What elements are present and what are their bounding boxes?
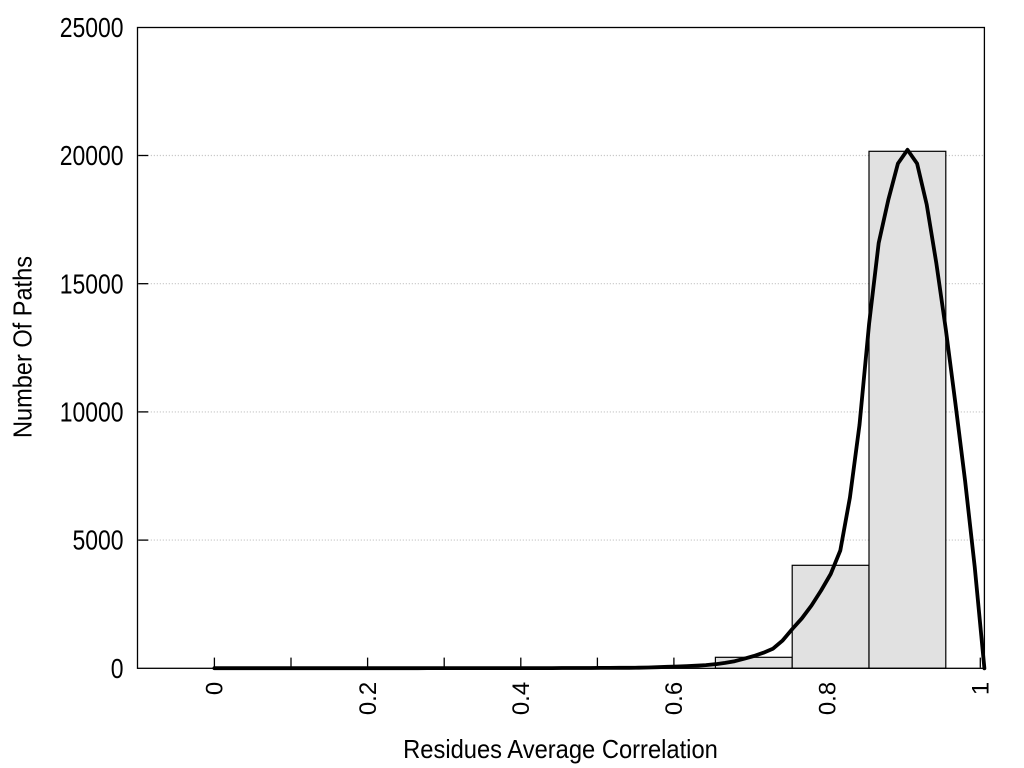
- svg-text:5000: 5000: [72, 525, 123, 556]
- svg-text:0.8: 0.8: [814, 682, 841, 715]
- svg-text:1: 1: [968, 682, 995, 695]
- svg-text:20000: 20000: [60, 140, 124, 171]
- svg-text:0.2: 0.2: [355, 682, 382, 715]
- svg-text:Number Of Paths: Number Of Paths: [10, 256, 38, 438]
- svg-text:15000: 15000: [60, 268, 124, 299]
- svg-text:0: 0: [202, 682, 229, 695]
- svg-text:0.4: 0.4: [508, 682, 535, 715]
- svg-text:0: 0: [111, 653, 124, 684]
- svg-text:0.6: 0.6: [661, 682, 688, 715]
- svg-text:Residues Average Correlation: Residues Average Correlation: [403, 736, 718, 764]
- svg-text:25000: 25000: [60, 12, 124, 43]
- svg-text:10000: 10000: [60, 397, 124, 428]
